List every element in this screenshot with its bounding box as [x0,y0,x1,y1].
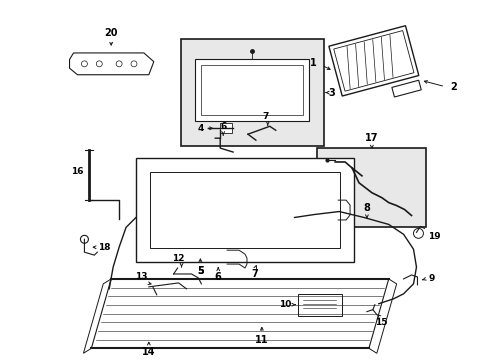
Bar [297,294,342,316]
Bar [195,59,309,121]
Text: 19: 19 [427,232,440,241]
Bar [201,65,303,116]
Text: 10: 10 [279,300,291,309]
Text: 2: 2 [449,82,456,92]
Text: 12: 12 [172,253,184,262]
Text: 17: 17 [365,133,378,143]
Text: 6: 6 [220,122,226,131]
Text: 4: 4 [197,124,203,133]
Text: 3: 3 [328,87,335,98]
Text: 1: 1 [310,58,317,68]
Text: 15: 15 [374,318,386,327]
Text: 7: 7 [251,269,258,279]
Bar [180,39,324,146]
Bar [136,158,353,262]
Text: 13: 13 [134,273,147,282]
Text: 5: 5 [197,266,203,276]
Text: 5: 5 [197,266,203,276]
Text: 6: 6 [214,272,221,282]
Text: 11: 11 [255,336,268,345]
Bar [317,148,426,228]
Text: 14: 14 [142,347,155,357]
Bar [220,123,232,133]
Text: 8: 8 [363,203,369,212]
Text: 20: 20 [104,28,118,38]
Text: 9: 9 [427,274,434,283]
Text: 16: 16 [71,167,83,176]
Text: 7: 7 [262,112,268,121]
Text: 18: 18 [98,243,110,252]
Bar [149,172,340,248]
